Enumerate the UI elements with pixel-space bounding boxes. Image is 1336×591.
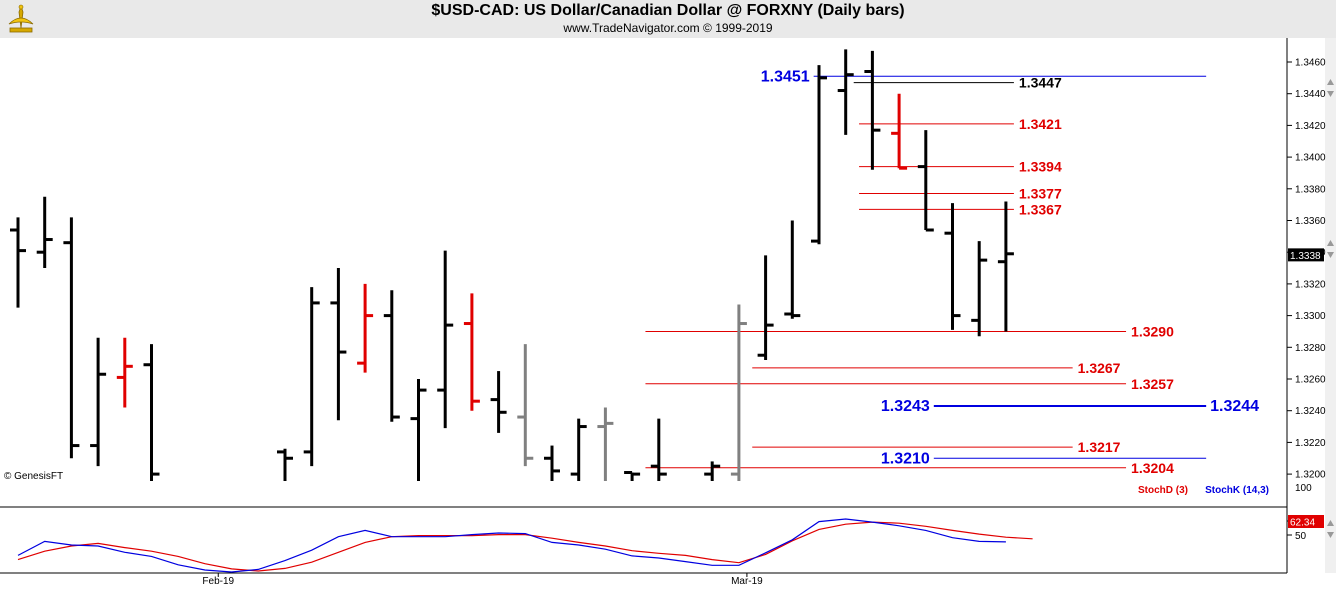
chart-subtitle: www.TradeNavigator.com © 1999-2019	[563, 21, 773, 35]
ohlc-bar	[570, 418, 587, 481]
level-label: 1.3377	[1019, 186, 1062, 202]
ohlc-bar	[757, 255, 774, 360]
level-label: 1.3367	[1019, 201, 1062, 217]
ohlc-bar	[116, 337, 133, 408]
ohlc-bar	[944, 203, 961, 330]
scrollbar-track	[1325, 38, 1336, 573]
ohlc-bar	[90, 337, 107, 467]
scroll-down-arrow-icon	[1327, 91, 1334, 97]
y-tick-label: 1.3220	[1295, 438, 1326, 449]
ohlc-bar	[357, 283, 374, 373]
level-label: 1.3394	[1019, 159, 1062, 175]
stochastic-panel: 100 50 62.34 StochD (3) StochK (14,3) Feb-19 M…	[17, 483, 1324, 587]
y-tick-label: 1.3200	[1295, 470, 1326, 481]
chart-title: $USD-CAD: US Dollar/Canadian Dollar @ FO…	[431, 2, 905, 19]
scroll-down-arrow-icon	[1327, 532, 1334, 538]
genesis-logo-icon	[8, 4, 34, 33]
stoch-line	[17, 518, 1006, 573]
legend-stochk: StochK (14,3)	[1205, 485, 1269, 496]
level-label: 1.3421	[1019, 116, 1062, 132]
stoch-tick-label: 50	[1295, 531, 1307, 542]
ohlc-bar	[277, 448, 293, 481]
y-tick-label: 1.3280	[1295, 343, 1326, 354]
y-tick-label: 1.3460	[1295, 58, 1326, 69]
x-axis-label: Mar-19	[731, 576, 763, 587]
ohlc-bar	[36, 196, 53, 269]
level-label: 1.3290	[1131, 323, 1174, 339]
last-price-box	[1288, 248, 1324, 262]
watermark: © GenesisFT	[4, 471, 63, 482]
y-tick-label: 1.3380	[1295, 184, 1326, 195]
stoch-value-box	[1288, 515, 1324, 528]
ohlc-bar	[784, 220, 801, 319]
ohlc-bar	[704, 461, 721, 481]
ohlc-bar	[303, 287, 320, 467]
ohlc-bar	[997, 201, 1014, 332]
y-tick-label: 1.3260	[1295, 375, 1326, 386]
ohlc-bar	[463, 293, 480, 411]
ohlc-bar	[837, 49, 854, 135]
scroll-down-arrow-icon	[1327, 252, 1334, 258]
stoch-line	[17, 521, 1033, 572]
chart-header: $USD-CAD: US Dollar/Canadian Dollar @ FO…	[0, 0, 1336, 38]
y-tick-label: 1.3420	[1295, 121, 1326, 132]
ohlc-bar	[891, 93, 908, 170]
stoch-value-label: 62.34	[1290, 518, 1315, 529]
ohlc-bar	[410, 379, 427, 481]
level-label: 1.3210	[881, 450, 930, 467]
ohlc-bar	[63, 217, 80, 459]
ohlc-bar	[10, 217, 26, 308]
y-tick-label: 1.3360	[1295, 216, 1326, 227]
ohlc-bar	[330, 268, 347, 421]
y-tick-label: 1.3400	[1295, 153, 1326, 164]
panel-gap	[0, 481, 1287, 499]
ohlc-bar	[624, 471, 641, 481]
price-axis: 1.3460 1.3440 1.3420 1.3400 1.3380 1.3360 1.33…	[1287, 58, 1326, 481]
ohlc-bar	[143, 344, 160, 481]
y-tick-label: 1.3440	[1295, 89, 1326, 100]
ohlc-bar	[517, 344, 534, 467]
level-label: 1.3204	[1131, 460, 1174, 476]
level-label: 1.3243	[881, 398, 930, 415]
y-tick-label: 1.3320	[1295, 279, 1326, 290]
y-tick-label: 1.3300	[1295, 311, 1326, 322]
stoch-tick-label: 100	[1295, 483, 1312, 494]
x-axis-label: Feb-19	[202, 576, 234, 587]
ohlc-bar	[437, 250, 454, 429]
ohlc-bar	[544, 445, 560, 481]
scroll-up-arrow-icon	[1327, 520, 1334, 526]
y-tick-label: 1.3240	[1295, 406, 1326, 417]
ohlc-bar	[490, 371, 507, 433]
ohlc-bar	[971, 241, 988, 337]
price-bars	[10, 49, 1014, 481]
level-label: 1.3257	[1131, 376, 1174, 392]
ohlc-bar	[650, 418, 667, 481]
last-price-label: 1.3338	[1290, 251, 1321, 262]
ohlc-bar	[917, 130, 934, 232]
ohlc-bar	[730, 304, 747, 481]
ohlc-bar	[383, 290, 400, 422]
ohlc-bar	[811, 65, 827, 245]
ohlc-bar	[597, 407, 614, 481]
scroll-up-arrow-icon	[1327, 79, 1334, 85]
level-label: 1.3217	[1078, 439, 1121, 455]
level-label: 1.3244	[1210, 398, 1259, 415]
scroll-up-arrow-icon	[1327, 240, 1334, 246]
ohlc-bar	[864, 50, 881, 170]
level-label: 1.3447	[1019, 75, 1062, 91]
level-label: 1.3267	[1078, 360, 1121, 376]
level-label: 1.3451	[761, 68, 810, 85]
legend-stochd: StochD (3)	[1138, 485, 1188, 496]
